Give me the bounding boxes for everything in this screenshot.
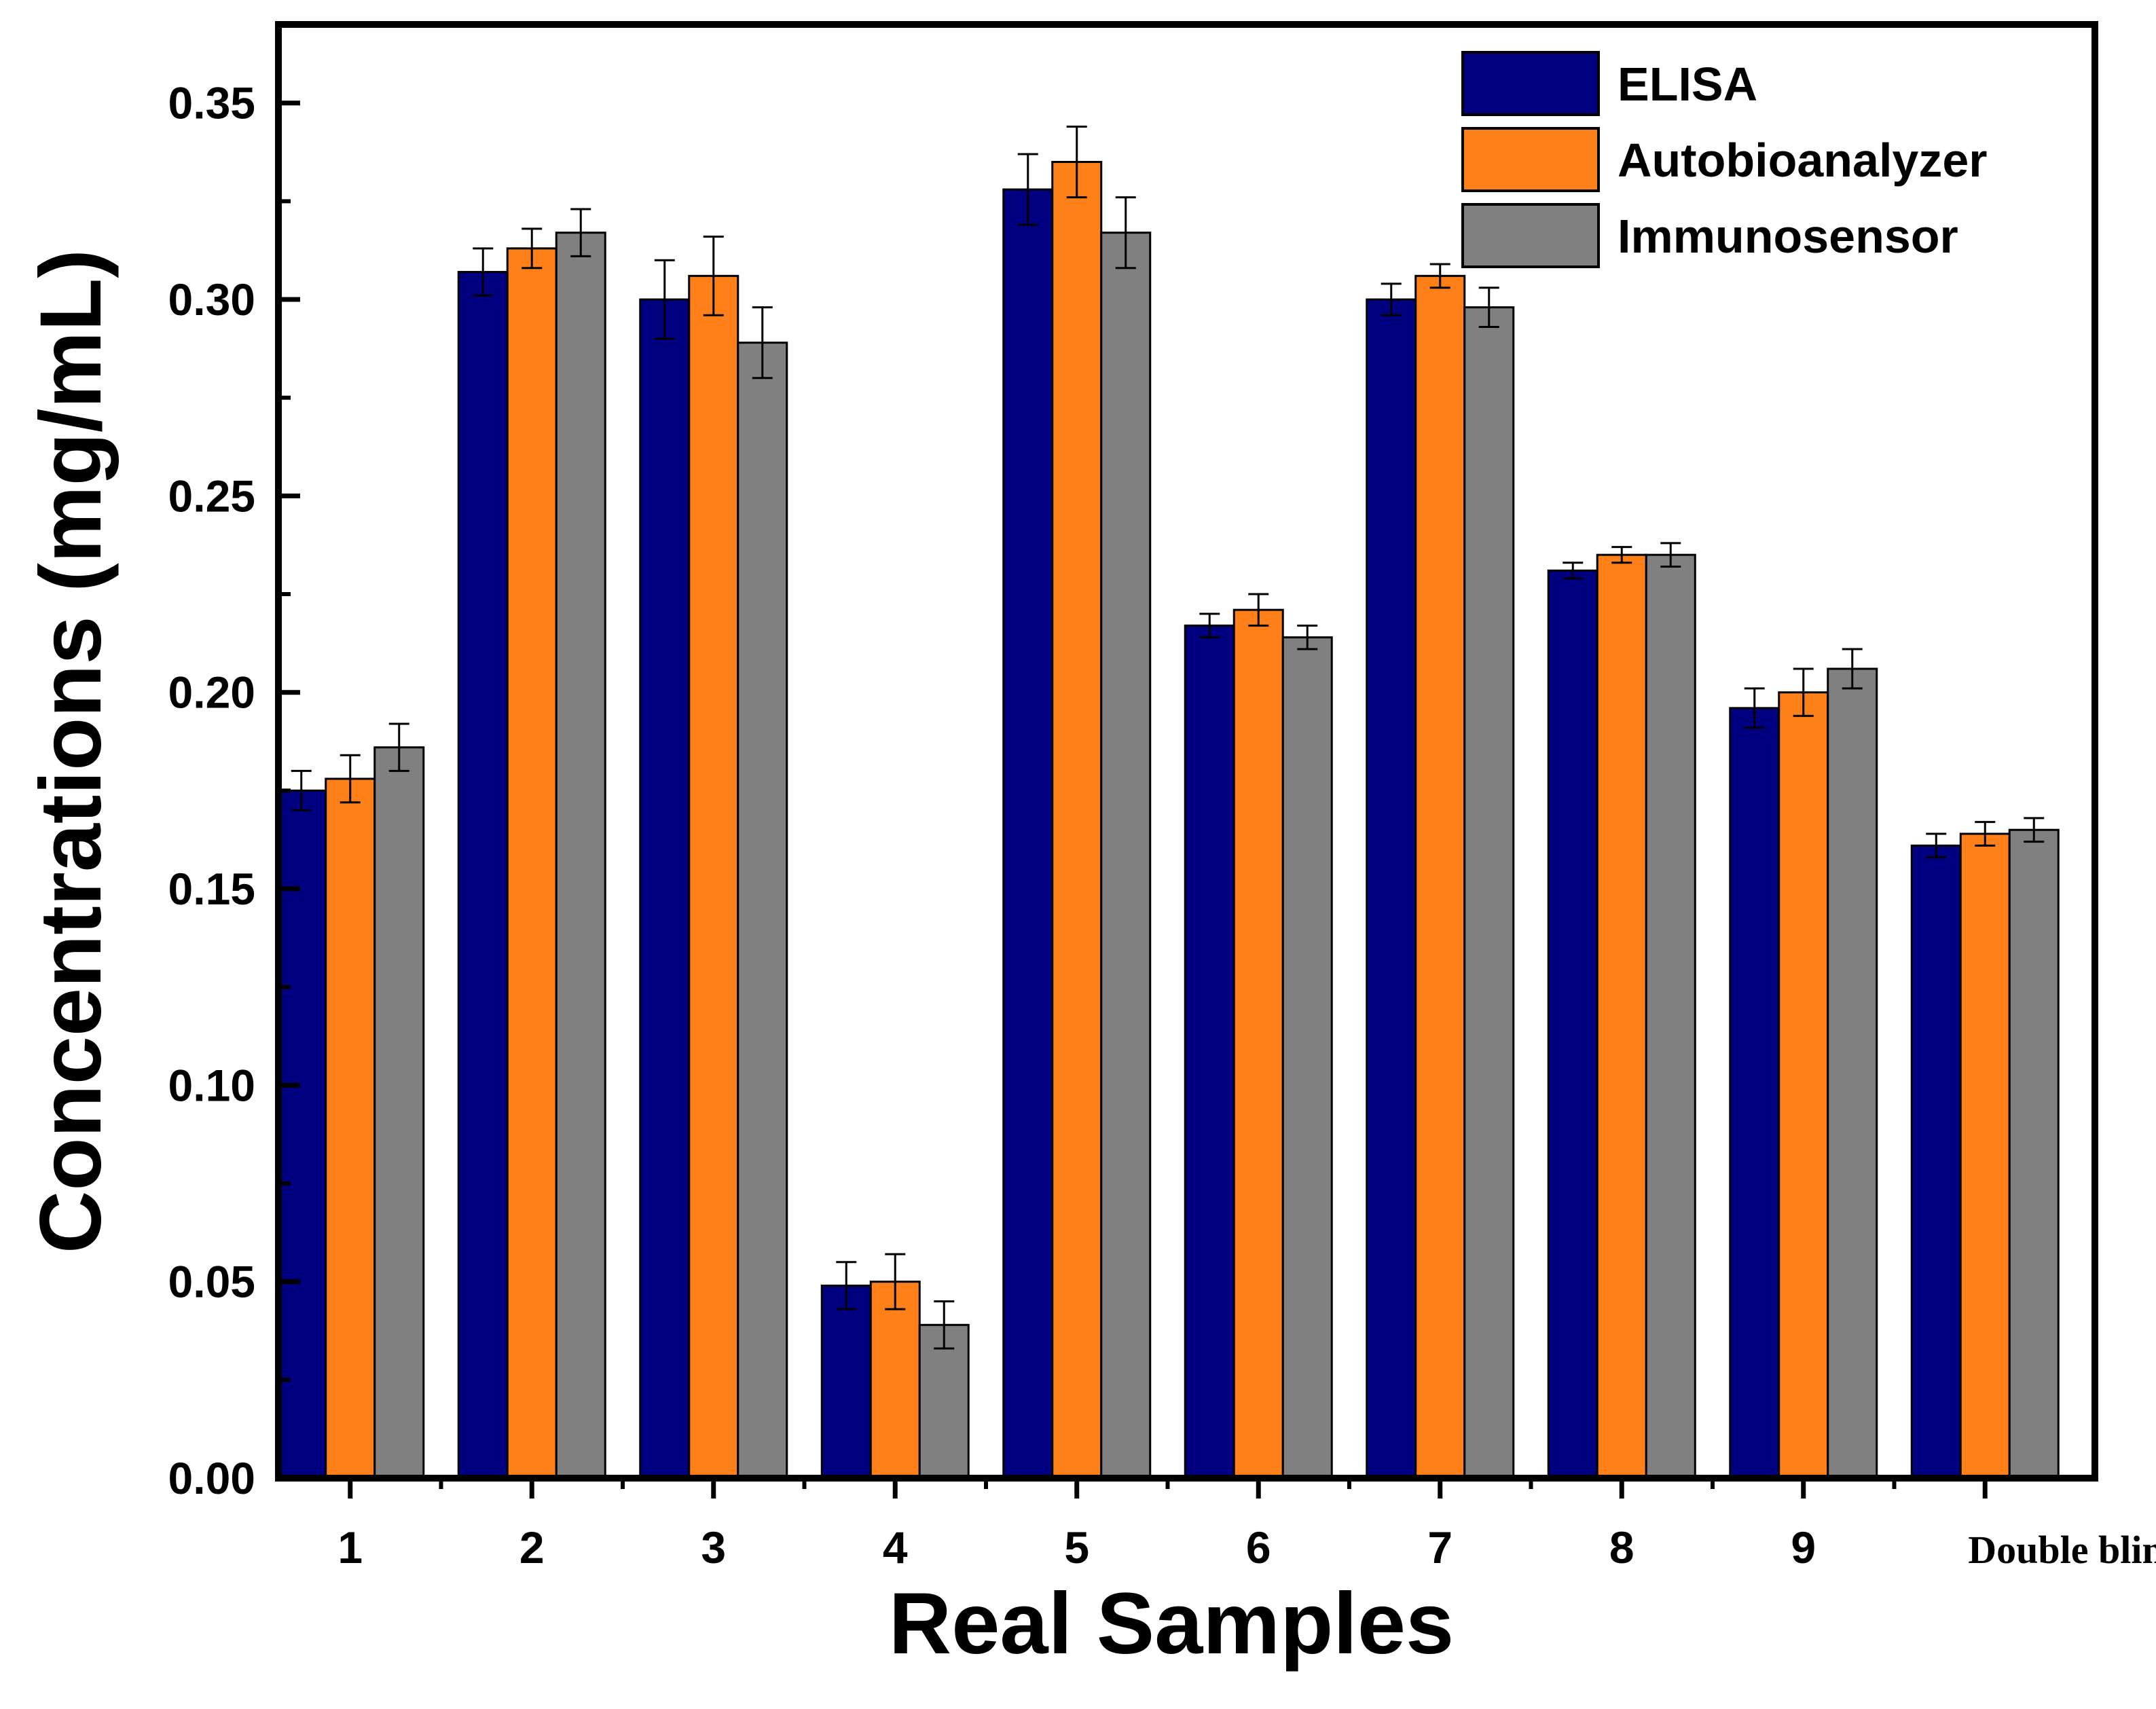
bar-autobioanalyzer-5 [1051,161,1103,1480]
y-tick-label: 0.05 [168,1257,255,1307]
bar-immunosensor-4 [918,1323,970,1480]
bar-autobioanalyzer-10 [1959,832,2011,1480]
x-axis-title: Real Samples [889,1575,1454,1672]
bar-elisa-10 [1910,844,1962,1480]
bar-immunosensor-10 [2008,828,2060,1480]
bar-elisa-7 [1366,298,1417,1480]
y-tick-label: 0.15 [168,864,255,914]
bars-layer [276,161,2060,1480]
x-tick-label: 3 [701,1522,726,1573]
legend-label-immunosensor: Immunosensor [1618,210,1958,263]
bar-autobioanalyzer-3 [688,274,739,1480]
x-tick-label: 8 [1609,1522,1634,1573]
bar-immunosensor-9 [1827,667,1878,1480]
x-tick-label: 5 [1064,1522,1089,1573]
y-tick-label: 0.35 [168,78,255,128]
bar-immunosensor-1 [373,746,425,1480]
y-axis-title: Concentrations (mg/mL) [22,249,120,1253]
y-tick-label: 0.10 [168,1060,255,1110]
legend-swatch-elisa [1461,51,1600,116]
x-tick-label: 4 [883,1522,908,1573]
legend-swatch-autobioanalyzer [1461,127,1600,192]
bar-autobioanalyzer-2 [506,247,558,1480]
legend-swatch-immunosensor [1461,203,1600,268]
x-tick-label: 6 [1246,1522,1271,1573]
legend-label-elisa: ELISA [1618,58,1757,111]
x-tick-label: 2 [519,1522,545,1573]
bar-immunosensor-5 [1100,232,1152,1480]
bar-autobioanalyzer-7 [1414,274,1466,1480]
y-tick-label: 0.20 [168,667,255,718]
bar-autobioanalyzer-4 [869,1281,921,1480]
bar-elisa-4 [820,1284,872,1480]
bar-immunosensor-6 [1281,636,1333,1480]
bar-elisa-1 [276,789,327,1480]
bar-autobioanalyzer-1 [325,777,376,1480]
y-tick-label: 0.00 [168,1453,255,1503]
legend-label-autobioanalyzer: Autobioanalyzer [1618,134,1988,187]
y-tick-label: 0.30 [168,274,255,325]
bar-elisa-2 [457,271,509,1480]
bar-autobioanalyzer-8 [1596,553,1647,1480]
x-tick-label: Double blind [1968,1528,2156,1572]
y-axis: 0.00 0.05 0.10 0.15 0.20 0.25 0.30 0.35 [168,78,300,1503]
bar-immunosensor-8 [1645,553,1696,1480]
plot-frame [275,21,2098,1482]
x-axis: 1 2 3 4 5 6 7 8 9 Double blind [337,1478,2156,1573]
legend: ELISA Autobioanalyzer Immunosensor [1461,51,1988,268]
y-tick-label: 0.25 [168,471,255,521]
bar-elisa-8 [1547,569,1598,1480]
x-tick-label: 9 [1791,1522,1816,1573]
bar-elisa-6 [1184,624,1235,1480]
bar-immunosensor-3 [737,342,788,1480]
bar-autobioanalyzer-6 [1232,608,1284,1480]
x-tick-label: 1 [337,1522,363,1573]
bar-elisa-5 [1002,188,1054,1480]
error-bars-layer [291,125,2045,1350]
bar-elisa-9 [1729,707,1780,1480]
x-tick-label: 7 [1427,1522,1452,1573]
bar-autobioanalyzer-9 [1778,691,1829,1480]
bar-immunosensor-7 [1463,306,1515,1480]
bar-immunosensor-2 [555,232,606,1480]
bar-elisa-3 [639,298,691,1480]
